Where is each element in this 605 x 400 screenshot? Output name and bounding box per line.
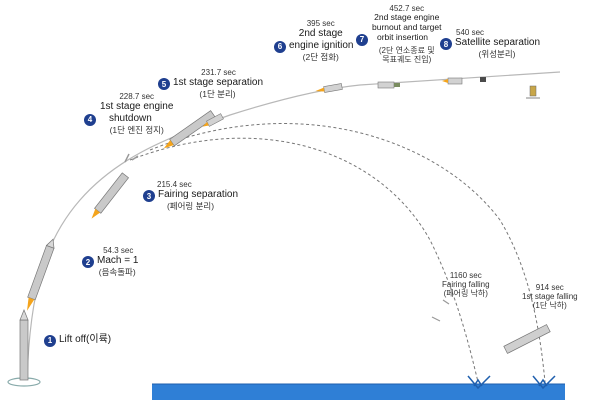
event-6-kor: (2단 점화) [302,51,339,62]
event-8-label: 540 sec 8 Satellite separation (위성분리) [440,28,540,60]
event-5-kor: (1단 분리) [199,89,236,100]
event-2-name: Mach = 1 [97,255,139,267]
stage-falling-name: 1st stage falling [522,292,578,302]
event-8-kor: (위성분리) [478,49,516,60]
stage-falling-label: 914 sec 1st stage falling (1단 낙하) [522,283,578,311]
ocean [152,384,565,400]
stage-falling-kor: (1단 낙하) [532,301,567,311]
event-1-name: Lift off(이륙) [59,334,112,345]
first-stage-fall-arc [149,123,546,383]
event-5-name: 1st stage separation [173,77,264,89]
event-6-name-line2: engine ignition [289,39,354,51]
event-7-name-line2: burnout and target [372,21,442,32]
event-8-time: 540 sec [456,28,485,37]
badge-5: 5 [158,78,170,91]
badge-4: 4 [84,113,96,126]
event-4-time: 228.7 sec [119,92,155,101]
stage-splash [532,375,556,390]
event-5-label: 231.7 sec 5 1st stage separation (1단 분리) [158,68,263,100]
event-7-name-line1: 2nd stage engine [374,12,440,23]
fairing-splash [467,375,491,390]
event-7-kor-line1: (2단 연소종료 및 [378,45,435,55]
event-3-name: Fairing separation [158,189,239,201]
event-5-time: 231.7 sec [201,68,236,77]
rocket-stage-sep [163,110,216,149]
event-7-name-line3: orbit insertion [377,31,429,42]
event-7-kor-line2: 목표궤도 진입) [382,54,432,64]
rocket-satellite-sep [442,77,486,85]
rocket-mach1 [27,238,55,311]
event-6-name-line1: 2nd stage [298,28,343,40]
badge-2: 2 [82,256,94,269]
event-2-kor: (음속돌파) [98,267,136,278]
event-1-label: 1 Lift off(이륙) [44,334,111,347]
fairing-falling-time: 1160 sec [449,271,482,280]
badge-1: 1 [44,335,56,347]
falling-first-stage [503,324,551,354]
rocket-liftoff [19,309,29,381]
rocket-fairing-sep [91,172,130,219]
rocket-stage2-burnout [377,81,400,89]
badge-6: 6 [274,40,286,53]
badge-8: 8 [440,38,452,51]
event-2-label: 54.3 sec 2 Mach = 1 (음속돌파) [82,246,138,278]
badge-3: 3 [143,190,155,203]
event-3-kor: (페어링 분리) [166,201,215,212]
satellite [526,85,540,99]
fairing-falling-kor: (페어링 낙하) [443,289,488,299]
event-4-name-line2: shutdown [109,112,152,124]
event-7-label: 452.7 sec 2nd stage engine burnout and t… [356,4,441,64]
event-3-time: 215.4 sec [157,180,192,189]
event-2-time: 54.3 sec [103,246,134,255]
fairing-falling-name: Fairing falling [442,280,490,290]
event-8-name: Satellite separation [455,37,541,49]
stage-falling-time: 914 sec [535,283,564,292]
event-4-name-line1: 1st stage engine [100,101,174,113]
event-6-time: 395 sec [306,19,335,28]
event-7-time: 452.7 sec [389,4,425,13]
event-3-label: 215.4 sec 3 Fairing separation (페어링 분리) [143,180,238,212]
fairing-fall-arc [129,137,479,383]
event-6-label: 395 sec 2nd stage 6 engine ignition (2단 … [274,19,354,62]
fairing-falling-label: 1160 sec Fairing falling (페어링 낙하) [442,271,490,299]
badge-7: 7 [356,33,368,46]
rocket-stage2-ignition [315,83,343,93]
event-4-label: 228.7 sec 1st stage engine 4 shutdown (1… [84,92,173,135]
event-4-kor: (1단 엔진 정지) [109,124,164,135]
second-stage-after-sep [202,113,224,127]
